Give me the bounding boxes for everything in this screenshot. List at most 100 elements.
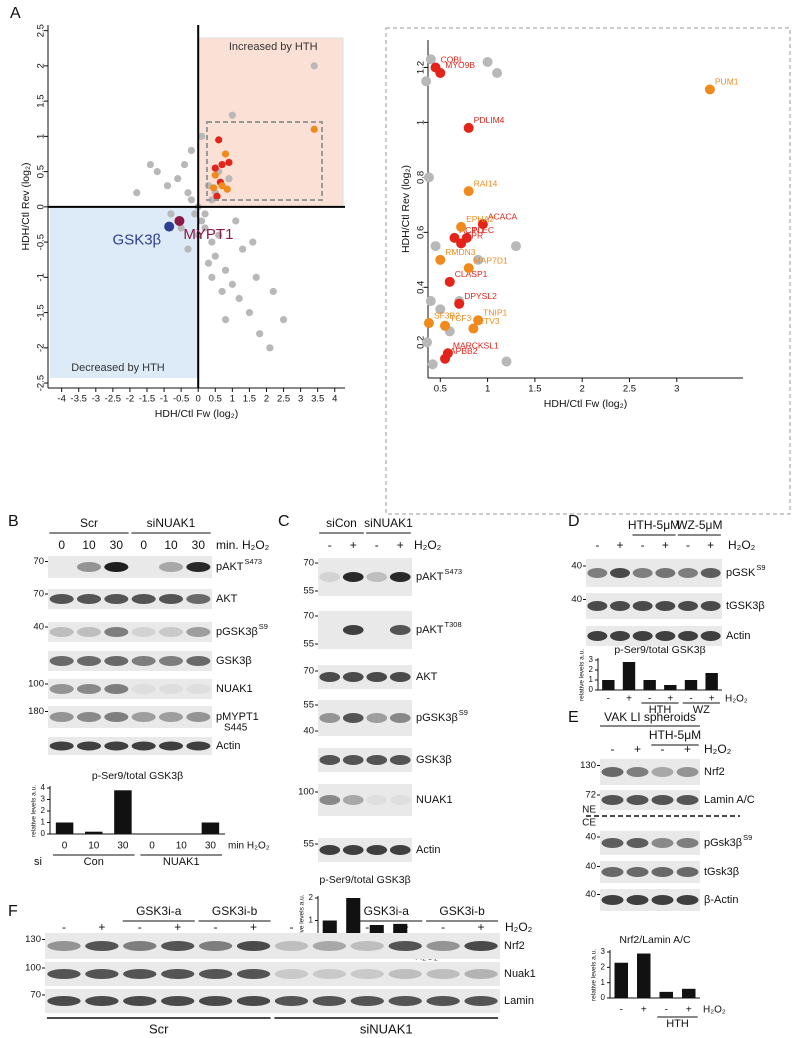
point	[435, 67, 446, 78]
point	[423, 172, 434, 183]
band	[626, 838, 649, 848]
band	[131, 627, 156, 637]
group-label: HTH	[649, 704, 672, 716]
point	[463, 186, 474, 197]
lane-label: +	[402, 920, 409, 934]
band	[610, 568, 630, 578]
band	[366, 713, 388, 723]
band	[601, 895, 624, 905]
point	[704, 84, 715, 95]
group-label: siCon	[326, 516, 357, 530]
band	[132, 562, 156, 572]
y-tick-label: 3	[589, 655, 594, 664]
blot-strip	[600, 889, 700, 911]
bar	[114, 790, 132, 834]
band	[49, 627, 74, 637]
mw-label: 100	[25, 963, 41, 974]
mw-label: 40	[303, 726, 314, 737]
y-tick-label: 1	[589, 675, 594, 684]
band	[426, 969, 460, 979]
point	[225, 175, 233, 183]
point	[422, 337, 433, 348]
blot-strip	[48, 706, 212, 728]
row-label: pGsk3β	[704, 837, 742, 849]
lane-label: -	[138, 920, 142, 934]
mw-label: 40	[571, 561, 582, 572]
band	[85, 996, 119, 1006]
band	[388, 941, 422, 951]
band	[49, 684, 74, 694]
band	[158, 741, 184, 751]
x-tick-label: 0.5	[434, 384, 447, 395]
band	[76, 562, 102, 572]
row-label: GSK3β	[216, 655, 252, 667]
lane-label: +	[350, 538, 357, 552]
band	[186, 627, 211, 637]
point-label: ACIN1	[459, 225, 484, 235]
point-label: ACACA	[488, 211, 518, 221]
group-label: HTH-5μM	[628, 518, 680, 532]
point	[201, 224, 209, 232]
point	[423, 318, 434, 329]
y-tick-label: 0.6	[416, 226, 427, 239]
highlight-label: MYPT1	[183, 226, 233, 243]
band	[131, 741, 156, 751]
mw-label: 70	[303, 666, 314, 677]
blot-strip	[318, 784, 412, 816]
y-tick-label: 2	[601, 962, 606, 971]
x-tick-label: -	[648, 694, 651, 705]
point-label: ETV3	[478, 316, 500, 326]
group-label: siNUAK1	[364, 516, 413, 530]
band	[104, 684, 129, 694]
point	[449, 232, 460, 243]
band	[186, 656, 211, 666]
y-tick-label: 0	[601, 993, 606, 1002]
mw-label: 55	[303, 586, 314, 597]
band	[655, 631, 676, 641]
lane-label: +	[174, 920, 181, 934]
x-tick-label: -2.5	[105, 394, 121, 405]
point	[463, 122, 474, 133]
point	[430, 241, 441, 252]
x-tick-label: 0	[149, 841, 155, 852]
row-label: tGsk3β	[704, 866, 739, 878]
band	[601, 795, 624, 805]
point	[256, 330, 264, 338]
point	[421, 76, 432, 87]
band	[350, 969, 384, 979]
mw-label: 55	[303, 700, 314, 711]
x-suffix: H₂O₂	[725, 694, 748, 705]
row-label: Nrf2	[504, 940, 525, 952]
x-tick-label: 0.5	[209, 394, 222, 405]
x-tick-label: 2	[264, 394, 269, 405]
blot-strip	[586, 559, 722, 587]
band	[342, 713, 364, 723]
band	[676, 838, 699, 848]
point	[252, 273, 260, 281]
band	[312, 969, 347, 979]
blot-title: VAK LI spheroids	[604, 710, 696, 724]
band	[158, 684, 184, 694]
group-label: GSK3i-b	[212, 904, 258, 918]
group-prefix: si	[34, 856, 42, 868]
band	[610, 631, 630, 641]
point	[440, 353, 451, 364]
point	[444, 276, 455, 287]
highlight-label: GSK3β	[113, 232, 162, 249]
band	[426, 996, 460, 1006]
x-tick-label: 3.5	[311, 394, 324, 405]
row-label-sup: S9	[259, 622, 268, 631]
point	[184, 189, 192, 197]
band	[626, 867, 649, 877]
point	[184, 245, 192, 253]
band	[104, 594, 129, 604]
y-tick-label: 0.5	[36, 165, 47, 178]
band	[123, 969, 157, 979]
band	[104, 712, 129, 722]
band	[366, 755, 388, 765]
point	[456, 221, 467, 232]
x-axis-label: HDH/Ctl Fw (log₂)	[155, 408, 238, 420]
row-label: pGSK	[726, 567, 756, 579]
band	[236, 941, 271, 951]
x-tick-label: -3	[92, 394, 100, 405]
